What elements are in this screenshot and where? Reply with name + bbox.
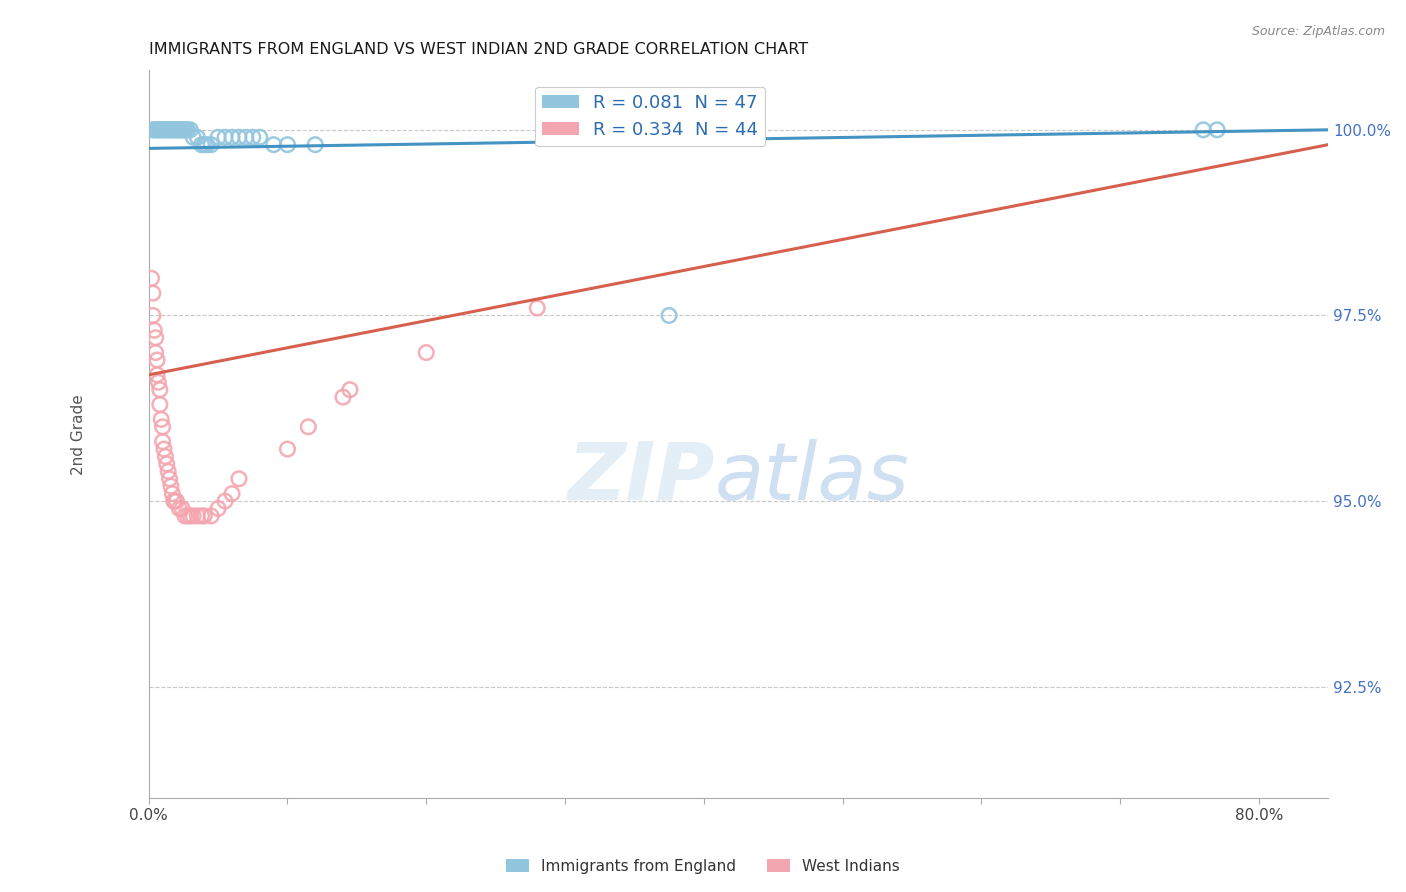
Point [142,123,165,137]
Point [181,508,204,523]
Point [170,501,193,516]
Point [176,123,198,137]
Point [169,123,191,137]
Point [1206,123,1229,137]
Point [163,494,186,508]
Point [242,130,264,145]
Point [153,442,176,456]
Point [190,137,212,152]
Point [159,472,181,486]
Point [173,123,195,137]
Point [186,130,208,145]
Point [339,383,361,397]
Point [249,130,271,145]
Legend: Immigrants from England, West Indians: Immigrants from England, West Indians [501,853,905,880]
Point [155,123,177,137]
Point [150,123,173,137]
Point [157,123,180,137]
Point [169,501,191,516]
Point [297,419,319,434]
Point [207,130,229,145]
Point [152,434,174,449]
Point [193,508,215,523]
Point [145,345,167,359]
Point [304,137,326,152]
Point [170,123,193,137]
Point [165,494,187,508]
Point [276,137,298,152]
Point [160,479,183,493]
Point [166,123,188,137]
Point [145,123,167,137]
Point [1192,123,1215,137]
Point [166,494,188,508]
Point [172,123,194,137]
Point [157,464,180,478]
Point [152,123,174,137]
Point [179,508,201,523]
Point [214,494,236,508]
Point [228,130,250,145]
Point [179,123,201,137]
Point [526,301,548,315]
Point [162,486,184,500]
Point [195,137,218,152]
Point [145,331,167,345]
Point [174,123,197,137]
Point [143,323,166,337]
Text: atlas: atlas [714,439,910,516]
Point [207,501,229,516]
Point [160,123,183,137]
Point [658,309,681,323]
Point [193,137,215,152]
Point [149,123,172,137]
Point [148,123,170,137]
Point [142,309,165,323]
Point [165,123,187,137]
Point [143,123,166,137]
Point [276,442,298,456]
Point [221,486,243,500]
Point [415,345,437,359]
Point [263,137,285,152]
Point [141,271,163,285]
Y-axis label: 2nd Grade: 2nd Grade [72,394,86,475]
Point [200,508,222,523]
Point [150,412,173,426]
Point [153,123,176,137]
Text: ZIP: ZIP [568,439,714,516]
Point [235,130,257,145]
Point [156,123,179,137]
Point [152,419,174,434]
Point [156,457,179,471]
Point [155,450,177,464]
Point [142,286,165,301]
Point [706,130,728,145]
Legend: R = 0.081  N = 47, R = 0.334  N = 44: R = 0.081 N = 47, R = 0.334 N = 44 [536,87,765,146]
Point [190,508,212,523]
Point [186,508,208,523]
Point [162,123,184,137]
Point [146,368,169,382]
Point [332,390,354,404]
Point [148,376,170,390]
Point [159,123,181,137]
Point [176,508,198,523]
Point [146,353,169,368]
Point [169,123,191,137]
Point [200,137,222,152]
Point [149,383,172,397]
Text: IMMIGRANTS FROM ENGLAND VS WEST INDIAN 2ND GRADE CORRELATION CHART: IMMIGRANTS FROM ENGLAND VS WEST INDIAN 2… [149,42,808,57]
Point [221,130,243,145]
Point [146,123,169,137]
Point [173,508,195,523]
Point [167,123,190,137]
Text: Source: ZipAtlas.com: Source: ZipAtlas.com [1251,25,1385,38]
Point [149,398,172,412]
Point [214,130,236,145]
Point [228,472,250,486]
Point [181,130,204,145]
Point [163,123,186,137]
